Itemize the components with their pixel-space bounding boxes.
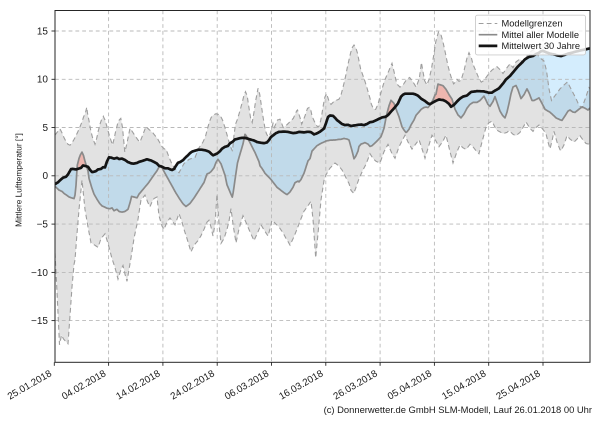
svg-text:0: 0 bbox=[42, 171, 48, 182]
svg-text:15: 15 bbox=[37, 26, 49, 37]
svg-text:(c) Donnerwetter.de GmbH SLM-M: (c) Donnerwetter.de GmbH SLM-Modell, Lau… bbox=[324, 404, 592, 415]
svg-text:Mittel aller Modelle: Mittel aller Modelle bbox=[502, 30, 580, 40]
svg-text:10: 10 bbox=[37, 75, 49, 86]
svg-text:5: 5 bbox=[42, 123, 48, 134]
svg-text:−10: −10 bbox=[31, 268, 48, 279]
svg-text:Mittelwert 30 Jahre: Mittelwert 30 Jahre bbox=[502, 41, 581, 51]
svg-text:Mittlere Lufttemperatur [°]: Mittlere Lufttemperatur [°] bbox=[14, 133, 24, 227]
svg-text:−5: −5 bbox=[37, 220, 49, 231]
svg-text:−15: −15 bbox=[31, 316, 48, 327]
svg-text:Modellgrenzen: Modellgrenzen bbox=[502, 19, 563, 29]
